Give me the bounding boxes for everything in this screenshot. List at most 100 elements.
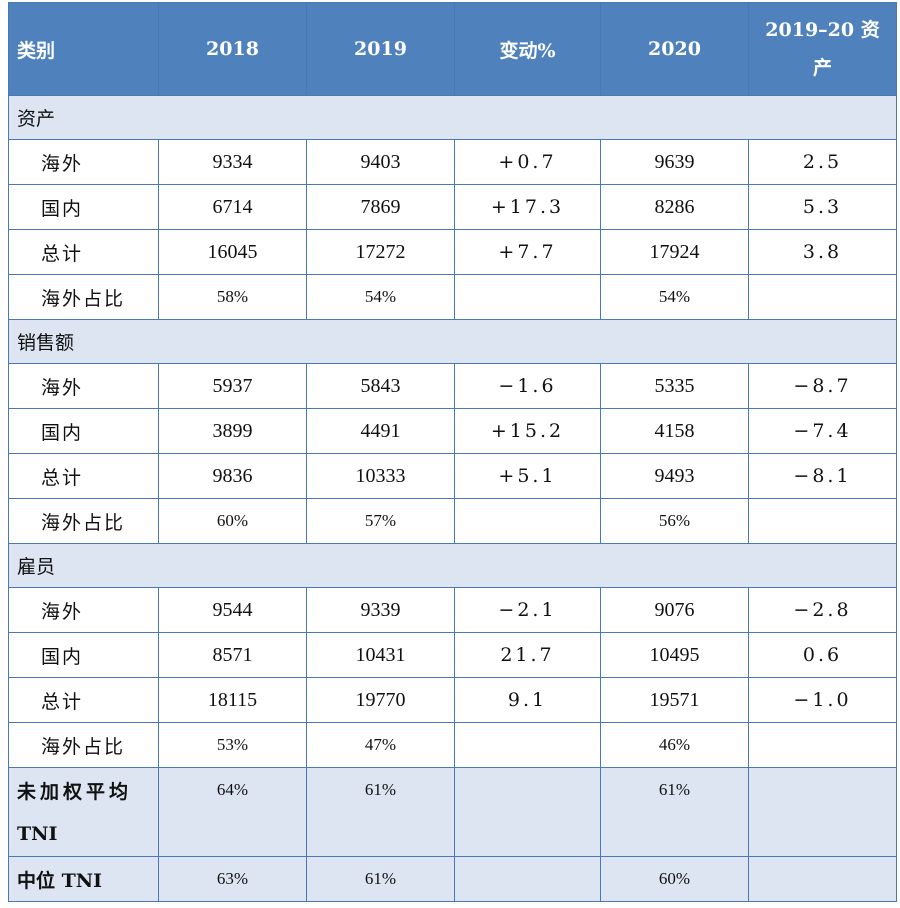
cell-2018: 60%	[158, 498, 307, 544]
cell-2019: 7869	[306, 184, 455, 230]
row-label: 国内	[8, 184, 159, 230]
table-row: 总计 9836 10333 +5.1 9493 −8.1	[8, 453, 897, 499]
section-row: 销售额	[8, 319, 897, 364]
cell-2019: 5843	[306, 363, 455, 409]
empty-cell	[748, 812, 897, 857]
cell-change: +15.2	[454, 408, 601, 454]
unweighted-average-label-tni: TNI	[8, 812, 159, 857]
cell-change-2019-20: 3.8	[748, 229, 897, 275]
cell-change-2019-20: −8.1	[748, 453, 897, 499]
cell-change	[454, 498, 601, 544]
cell-2019: 54%	[306, 274, 455, 320]
cell-2018: 9544	[158, 587, 307, 633]
cell-change: 9.1	[454, 677, 601, 723]
col-header-change: 变动%	[454, 2, 601, 96]
row-label: 总计	[8, 677, 159, 723]
table-row: 海外 5937 5843 −1.6 5335 −8.7	[8, 363, 897, 409]
col-header-change-2019-20-line1: 2019–20 资	[765, 19, 880, 41]
cell-2018: 3899	[158, 408, 307, 454]
cell-2018: 18115	[158, 677, 307, 723]
unweighted-average-row: 未加权平均 64% 61% 61%	[8, 767, 897, 812]
row-label: 海外占比	[8, 498, 159, 544]
empty-cell	[158, 812, 307, 857]
cell-2019: 61%	[306, 767, 455, 812]
col-header-2018: 2018	[158, 2, 307, 96]
tni-table: 类别 2018 2019 变动% 2020 2019–20 资产 资产 海外 933…	[8, 2, 897, 902]
median-label: 中位 TNI	[8, 856, 159, 902]
table-row: 海外占比 60% 57% 56%	[8, 498, 897, 544]
cell-2020: 61%	[600, 767, 749, 812]
table-row: 国内 6714 7869 +17.3 8286 5.3	[8, 184, 897, 230]
cell-2020: 60%	[600, 856, 749, 902]
row-label: 总计	[8, 229, 159, 275]
cell-change-2019-20: 5.3	[748, 184, 897, 230]
cell-change: +17.3	[454, 184, 601, 230]
cell-2020: 5335	[600, 363, 749, 409]
section-title: 资产	[8, 95, 897, 140]
cell-2019: 47%	[306, 722, 455, 768]
cell-2020: 9076	[600, 587, 749, 633]
cell-change: 21.7	[454, 632, 601, 678]
cell-2020: 19571	[600, 677, 749, 723]
cell-2020: 54%	[600, 274, 749, 320]
cell-change-2019-20	[748, 767, 897, 812]
row-label: 海外	[8, 139, 159, 185]
cell-change-2019-20: −2.8	[748, 587, 897, 633]
col-header-change-2019-20: 2019–20 资产	[748, 2, 897, 96]
cell-change-2019-20: −1.0	[748, 677, 897, 723]
section-row: 雇员	[8, 543, 897, 588]
cell-2018: 53%	[158, 722, 307, 768]
table-row: 总计 18115 19770 9.1 19571 −1.0	[8, 677, 897, 723]
cell-change-2019-20: 0.6	[748, 632, 897, 678]
cell-2018: 5937	[158, 363, 307, 409]
median-row: 中位 TNI 63% 61% 60%	[8, 856, 897, 902]
cell-2019: 19770	[306, 677, 455, 723]
cell-2020: 9639	[600, 139, 749, 185]
cell-change-2019-20: 2.5	[748, 139, 897, 185]
table-row: 海外 9544 9339 −2.1 9076 −2.8	[8, 587, 897, 633]
table-row: 国内 3899 4491 +15.2 4158 −7.4	[8, 408, 897, 454]
col-header-2020: 2020	[600, 2, 749, 96]
cell-change	[454, 767, 601, 812]
cell-2020: 4158	[600, 408, 749, 454]
row-label: 国内	[8, 408, 159, 454]
cell-change: −1.6	[454, 363, 601, 409]
cell-2020: 10495	[600, 632, 749, 678]
cell-change-2019-20	[748, 856, 897, 902]
cell-2019: 9339	[306, 587, 455, 633]
table-row: 国内 8571 10431 21.7 10495 0.6	[8, 632, 897, 678]
cell-change	[454, 274, 601, 320]
table-row: 总计 16045 17272 +7.7 17924 3.8	[8, 229, 897, 275]
table-body: 资产 海外 9334 9403 +0.7 9639 2.5 国内 6714 7869 +17.3 82…	[8, 95, 897, 902]
cell-2020: 17924	[600, 229, 749, 275]
unweighted-average-label: 未加权平均	[8, 767, 159, 812]
row-label: 海外占比	[8, 722, 159, 768]
col-header-change-2019-20-line2: 产	[812, 57, 832, 79]
cell-2019: 57%	[306, 498, 455, 544]
row-label: 海外占比	[8, 274, 159, 320]
cell-2019: 9403	[306, 139, 455, 185]
cell-change: +0.7	[454, 139, 601, 185]
section-row: 资产	[8, 95, 897, 140]
cell-2018: 64%	[158, 767, 307, 812]
header-row: 类别 2018 2019 变动% 2020 2019–20 资产	[8, 2, 897, 96]
cell-change	[454, 722, 601, 768]
cell-2020: 9493	[600, 453, 749, 499]
row-label: 海外	[8, 587, 159, 633]
cell-2018: 16045	[158, 229, 307, 275]
cell-2018: 58%	[158, 274, 307, 320]
cell-change-2019-20	[748, 498, 897, 544]
cell-2018: 9836	[158, 453, 307, 499]
cell-2020: 8286	[600, 184, 749, 230]
section-title: 销售额	[8, 319, 897, 364]
cell-2019: 61%	[306, 856, 455, 902]
col-header-2019: 2019	[306, 2, 455, 96]
table-row: 海外占比 58% 54% 54%	[8, 274, 897, 320]
cell-2018: 9334	[158, 139, 307, 185]
cell-2018: 6714	[158, 184, 307, 230]
cell-2019: 10333	[306, 453, 455, 499]
cell-change-2019-20	[748, 274, 897, 320]
row-label: 总计	[8, 453, 159, 499]
cell-change	[454, 856, 601, 902]
